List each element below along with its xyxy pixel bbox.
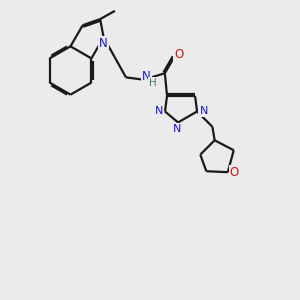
Text: N: N [172, 124, 181, 134]
Text: N: N [155, 106, 163, 116]
Text: O: O [174, 48, 184, 61]
Text: O: O [230, 166, 239, 179]
Text: N: N [142, 70, 151, 83]
Text: N: N [200, 106, 208, 116]
Text: N: N [99, 37, 108, 50]
Text: H: H [149, 78, 157, 88]
